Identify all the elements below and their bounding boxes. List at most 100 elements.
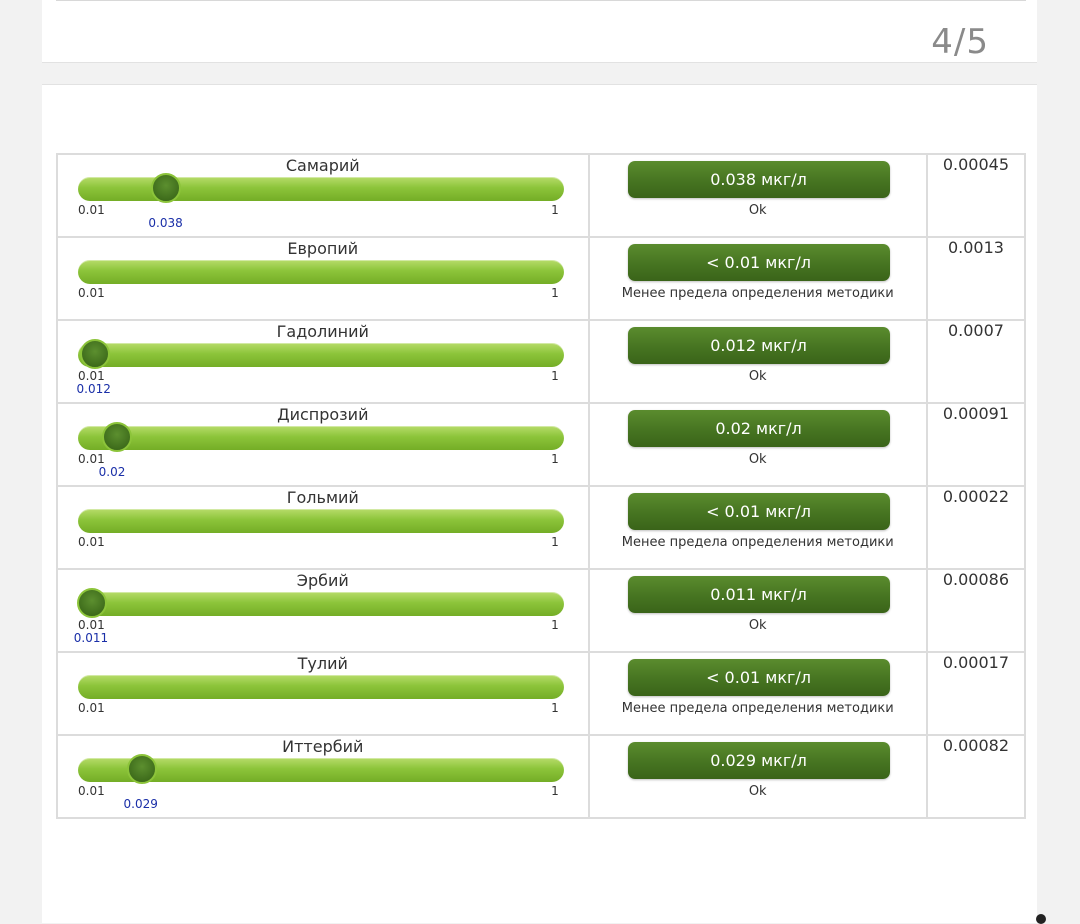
result-status: Ok — [748, 784, 767, 799]
table-row: Диспрозий 0.01 1 0.02 0.02 мкг/л Ok 0.00… — [56, 402, 1027, 487]
table-row: Гадолиний 0.01 1 0.012 0.012 мкг/л Ok 0.… — [56, 319, 1027, 404]
page-indicator: 4/5 — [931, 22, 989, 62]
slider-cell: Тулий 0.01 1 — [56, 651, 590, 736]
concentration-slider[interactable] — [78, 339, 564, 369]
concentration-slider[interactable] — [78, 675, 564, 699]
reference-value: 0.00086 — [942, 570, 1010, 589]
reference-cell: 0.0007 — [925, 319, 1027, 404]
results-table: Самарий 0.01 1 0.038 0.038 мкг/л Ok 0.00… — [56, 153, 1027, 819]
slider-cell: Гадолиний 0.01 1 0.012 — [56, 319, 590, 404]
slider-thumb[interactable] — [76, 588, 107, 618]
scale-min-label: 0.01 — [78, 203, 105, 217]
result-status: Ok — [748, 452, 767, 467]
scroll-indicator-dot — [1036, 914, 1046, 924]
reference-cell: 0.00017 — [925, 651, 1027, 736]
scale-min-label: 0.01 — [78, 286, 105, 300]
scale-min-label: 0.01 — [78, 535, 105, 549]
result-status: Ok — [748, 369, 767, 384]
result-button[interactable]: 0.02 мкг/л — [627, 410, 890, 447]
header-card: 4/5 — [42, 0, 1037, 63]
scale-max-label: 1 — [551, 618, 559, 632]
scale-min-label: 0.01 — [78, 784, 105, 798]
scale-min-label: 0.01 — [78, 452, 105, 466]
concentration-slider[interactable] — [76, 588, 564, 618]
reference-value: 0.00022 — [942, 487, 1010, 506]
result-button[interactable]: < 0.01 мкг/л — [627, 493, 890, 530]
slider-thumb[interactable] — [79, 339, 110, 369]
slider-thumb[interactable] — [126, 754, 157, 784]
reference-cell: 0.00022 — [925, 485, 1027, 570]
slider-cell: Диспрозий 0.01 1 0.02 — [56, 402, 590, 487]
slider-thumb[interactable] — [101, 422, 132, 452]
reference-cell: 0.00091 — [925, 402, 1027, 487]
slider-thumb[interactable] — [151, 173, 182, 203]
slider-cell: Иттербий 0.01 1 0.029 — [56, 734, 590, 819]
scale-max-label: 1 — [551, 701, 559, 715]
table-row: Европий 0.01 1 < 0.01 мкг/л Менее предел… — [56, 236, 1027, 321]
element-name: Эрбий — [296, 571, 349, 590]
reference-value: 0.00082 — [942, 736, 1010, 755]
result-status: Менее предела определения методики — [621, 701, 894, 716]
concentration-slider[interactable] — [78, 173, 564, 203]
result-button[interactable]: 0.011 мкг/л — [627, 576, 890, 613]
result-cell: 0.011 мкг/л Ok — [587, 568, 928, 653]
slider-cell: Гольмий 0.01 1 — [56, 485, 590, 570]
reference-value: 0.00045 — [942, 155, 1010, 174]
scale-max-label: 1 — [551, 203, 559, 217]
element-name: Гольмий — [286, 488, 359, 507]
element-name: Гадолиний — [276, 322, 369, 341]
table-row: Самарий 0.01 1 0.038 0.038 мкг/л Ok 0.00… — [56, 153, 1027, 238]
current-value-label: 0.02 — [98, 465, 126, 479]
element-name: Диспрозий — [277, 405, 369, 424]
concentration-slider[interactable] — [78, 754, 564, 784]
result-cell: < 0.01 мкг/л Менее предела определения м… — [587, 236, 928, 321]
scale-min-label: 0.01 — [78, 618, 105, 632]
reference-cell: 0.00082 — [925, 734, 1027, 819]
reference-value: 0.00017 — [942, 653, 1010, 672]
result-status: Ok — [748, 618, 767, 633]
page-frame: 4/5 Самарий 0.01 1 0.038 0.038 мкг/л Ok … — [42, 0, 1037, 923]
reference-value: 0.0013 — [947, 238, 1004, 257]
element-name: Самарий — [285, 156, 360, 175]
scale-max-label: 1 — [551, 784, 559, 798]
reference-value: 0.0007 — [947, 321, 1004, 340]
current-value-label: 0.011 — [73, 631, 109, 645]
scale-min-label: 0.01 — [78, 369, 105, 383]
result-button[interactable]: < 0.01 мкг/л — [627, 659, 890, 696]
concentration-slider[interactable] — [78, 509, 564, 533]
result-cell: < 0.01 мкг/л Менее предела определения м… — [587, 485, 928, 570]
slider-cell: Эрбий 0.01 1 0.011 — [56, 568, 590, 653]
current-value-label: 0.029 — [123, 797, 158, 811]
current-value-label: 0.012 — [76, 382, 111, 396]
result-button[interactable]: 0.029 мкг/л — [627, 742, 890, 779]
reference-cell: 0.00086 — [925, 568, 1027, 653]
element-name: Европий — [287, 239, 359, 258]
scale-min-label: 0.01 — [78, 701, 105, 715]
result-cell: 0.02 мкг/л Ok — [587, 402, 928, 487]
table-row: Гольмий 0.01 1 < 0.01 мкг/л Менее предел… — [56, 485, 1027, 570]
scale-max-label: 1 — [551, 369, 559, 383]
result-status: Менее предела определения методики — [621, 535, 894, 550]
element-name: Тулий — [297, 654, 348, 673]
concentration-slider[interactable] — [78, 260, 564, 284]
current-value-label: 0.038 — [148, 216, 183, 230]
reference-value: 0.00091 — [942, 404, 1010, 423]
result-cell: 0.029 мкг/л Ok — [587, 734, 928, 819]
table-row: Иттербий 0.01 1 0.029 0.029 мкг/л Ok 0.0… — [56, 734, 1027, 819]
slider-cell: Европий 0.01 1 — [56, 236, 590, 321]
header-divider — [56, 0, 1026, 1]
scale-max-label: 1 — [551, 452, 559, 466]
result-button[interactable]: 0.012 мкг/л — [627, 327, 890, 364]
concentration-slider[interactable] — [78, 422, 564, 452]
result-button[interactable]: 0.038 мкг/л — [627, 161, 890, 198]
result-cell: < 0.01 мкг/л Менее предела определения м… — [587, 651, 928, 736]
result-button[interactable]: < 0.01 мкг/л — [627, 244, 890, 281]
result-status: Ok — [748, 203, 767, 218]
table-row: Тулий 0.01 1 < 0.01 мкг/л Менее предела … — [56, 651, 1027, 736]
result-cell: 0.038 мкг/л Ok — [587, 153, 928, 238]
result-status: Менее предела определения методики — [621, 286, 894, 301]
scale-max-label: 1 — [551, 535, 559, 549]
result-cell: 0.012 мкг/л Ok — [587, 319, 928, 404]
results-card: Самарий 0.01 1 0.038 0.038 мкг/л Ok 0.00… — [42, 84, 1037, 923]
reference-cell: 0.00045 — [925, 153, 1027, 238]
